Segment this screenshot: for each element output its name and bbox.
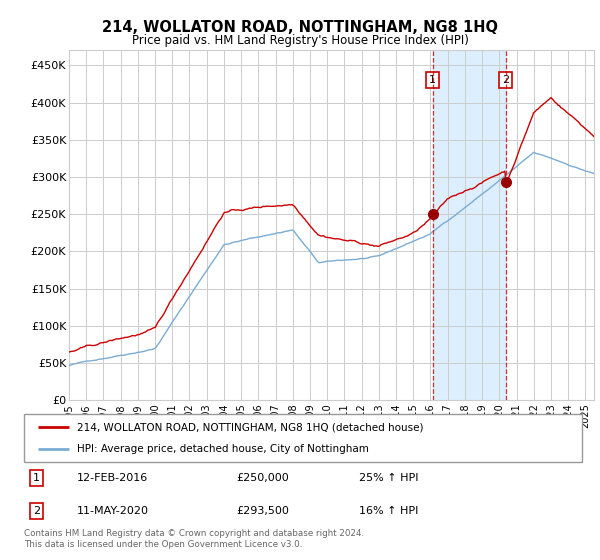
Text: Price paid vs. HM Land Registry's House Price Index (HPI): Price paid vs. HM Land Registry's House … [131, 34, 469, 46]
FancyBboxPatch shape [24, 414, 582, 462]
Bar [433, 50, 506, 400]
Text: 214, WOLLATON ROAD, NOTTINGHAM, NG8 1HQ: 214, WOLLATON ROAD, NOTTINGHAM, NG8 1HQ [102, 20, 498, 35]
Text: £250,000: £250,000 [236, 473, 289, 483]
Text: 25% ↑ HPI: 25% ↑ HPI [359, 473, 418, 483]
Text: 12-FEB-2016: 12-FEB-2016 [77, 473, 148, 483]
Text: 1: 1 [429, 75, 436, 85]
Text: 214, WOLLATON ROAD, NOTTINGHAM, NG8 1HQ (detached house): 214, WOLLATON ROAD, NOTTINGHAM, NG8 1HQ … [77, 422, 424, 432]
Text: HPI: Average price, detached house, City of Nottingham: HPI: Average price, detached house, City… [77, 444, 369, 454]
Text: £293,500: £293,500 [236, 506, 289, 516]
Text: 2: 2 [502, 75, 509, 85]
Text: 16% ↑ HPI: 16% ↑ HPI [359, 506, 418, 516]
Text: 2: 2 [33, 506, 40, 516]
Text: 11-MAY-2020: 11-MAY-2020 [77, 506, 149, 516]
Text: 1: 1 [33, 473, 40, 483]
Text: Contains HM Land Registry data © Crown copyright and database right 2024.
This d: Contains HM Land Registry data © Crown c… [24, 529, 364, 549]
